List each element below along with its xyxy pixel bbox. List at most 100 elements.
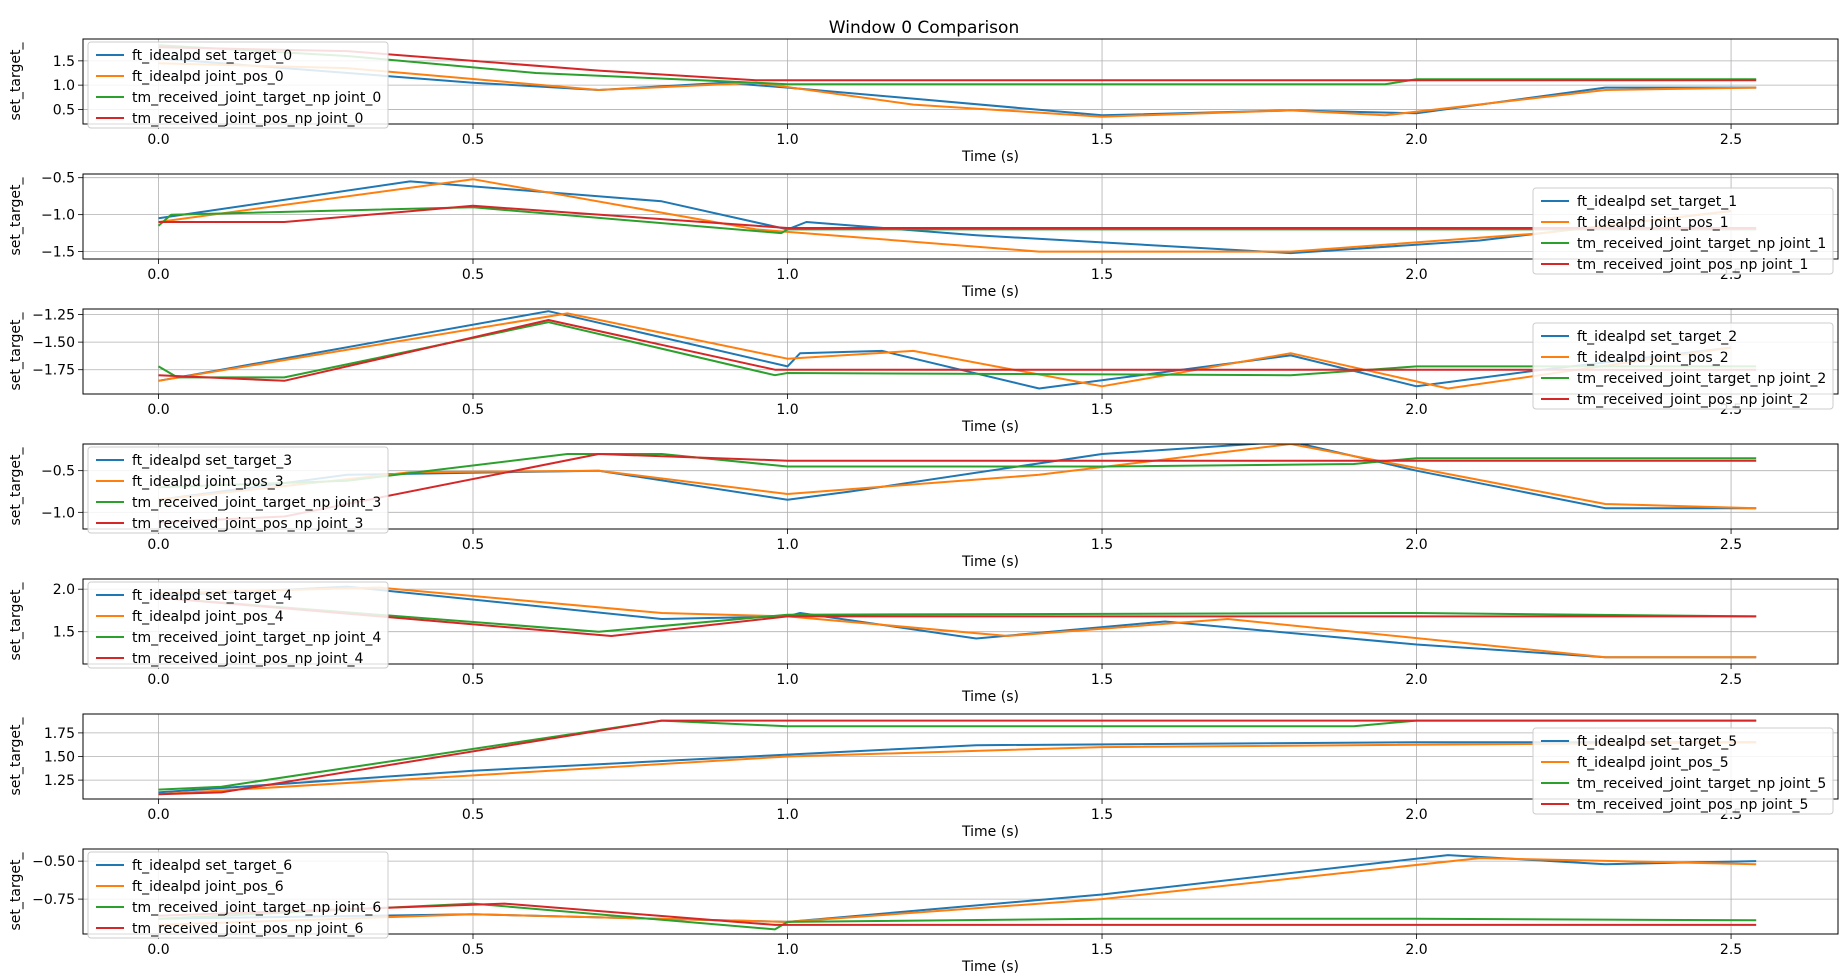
legend-box xyxy=(87,581,389,669)
series-line-1 xyxy=(158,857,1757,926)
x-tick-label: 2.0 xyxy=(1405,672,1427,688)
x-tick-label: 1.0 xyxy=(776,942,798,958)
y-tick-label: 1.25 xyxy=(44,773,75,789)
y-axis-label: set_target_ xyxy=(8,582,24,661)
x-tick-label: 0.5 xyxy=(462,537,484,553)
x-tick-label: 0.0 xyxy=(147,672,169,688)
y-tick-label: 1.5 xyxy=(53,625,75,641)
legend-box xyxy=(87,446,389,534)
x-tick-label: 2.0 xyxy=(1405,537,1427,553)
legend: ft_idealpd set_target_0 ft_idealpd joint_… xyxy=(87,41,389,129)
subplot-0: 0.0 0.5 1.0 1.5 2.0 2.5 0.5 1.0 1.5 Time (s) set_t… xyxy=(8,38,1839,165)
legend: ft_idealpd set_target_2 ft_idealpd joint_… xyxy=(1532,322,1834,410)
x-tick-label: 1.0 xyxy=(776,807,798,823)
x-tick-label: 2.0 xyxy=(1405,807,1427,823)
series-line-2 xyxy=(158,596,1757,633)
x-tick-label: 0.0 xyxy=(147,807,169,823)
legend-entry-3: tm_received_joint_pos_np joint_2 xyxy=(1577,392,1808,408)
y-axis-label: set_target_ xyxy=(8,447,24,526)
series-line-1 xyxy=(158,741,1757,796)
x-tick-label: 1.5 xyxy=(1091,537,1113,553)
y-axis-label: set_target_ xyxy=(8,717,24,796)
legend-entry-0: ft_idealpd set_target_2 xyxy=(1577,329,1737,345)
x-tick-label: 2.0 xyxy=(1405,942,1427,958)
legend-entry-2: tm_received_joint_target_np joint_1 xyxy=(1577,236,1826,252)
series-line-1 xyxy=(158,444,1757,510)
axes-frame xyxy=(82,308,1839,395)
legend-entry-0: ft_idealpd set_target_0 xyxy=(132,48,292,64)
x-tick-label: 0.5 xyxy=(462,267,484,283)
y-axis-label: set_target_ xyxy=(8,852,24,931)
series-line-1 xyxy=(158,178,1732,253)
x-axis-label: Time (s) xyxy=(961,824,1019,840)
figure-title: Window 0 Comparison xyxy=(829,18,1019,38)
axes-frame xyxy=(82,443,1839,530)
legend: ft_idealpd set_target_6 ft_idealpd joint_… xyxy=(87,851,389,939)
legend-box xyxy=(1532,727,1834,815)
y-tick-label: −0.5 xyxy=(41,464,75,480)
legend: ft_idealpd set_target_4 ft_idealpd joint_… xyxy=(87,581,389,669)
y-tick-label: 0.5 xyxy=(53,102,75,118)
x-tick-label: 1.5 xyxy=(1091,267,1113,283)
legend: ft_idealpd set_target_1 ft_idealpd joint_… xyxy=(1532,187,1834,275)
legend-entry-0: ft_idealpd set_target_5 xyxy=(1577,734,1737,750)
x-tick-label: 0.0 xyxy=(147,537,169,553)
series-line-0 xyxy=(158,854,1757,923)
legend-entry-3: tm_received_joint_pos_np joint_3 xyxy=(132,516,363,532)
x-tick-label: 0.5 xyxy=(462,132,484,148)
x-axis-label: Time (s) xyxy=(961,419,1019,435)
y-tick-label: −1.0 xyxy=(41,505,75,521)
x-tick-label: 2.0 xyxy=(1405,267,1427,283)
y-tick-label: 2.0 xyxy=(53,582,75,598)
y-tick-label: 1.5 xyxy=(53,54,75,70)
legend-box xyxy=(1532,187,1834,275)
axes-frame xyxy=(82,713,1839,800)
y-tick-label: −1.5 xyxy=(41,245,75,261)
y-tick-label: 1.50 xyxy=(44,750,75,766)
legend: ft_idealpd set_target_5 ft_idealpd joint_… xyxy=(1532,727,1834,815)
series-line-3 xyxy=(158,204,1757,229)
series-line-1 xyxy=(158,312,1732,390)
subplots: 0.0 0.5 1.0 1.5 2.0 2.5 0.5 1.0 1.5 Time (s) set_t… xyxy=(8,38,1839,975)
y-tick-label: −0.5 xyxy=(41,171,75,187)
legend-entry-1: ft_idealpd joint_pos_3 xyxy=(132,474,284,490)
series-line-2 xyxy=(158,902,1757,931)
x-tick-label: 1.0 xyxy=(776,672,798,688)
series-line-3 xyxy=(158,719,1757,796)
x-axis-label: Time (s) xyxy=(961,959,1019,975)
y-tick-label: −1.50 xyxy=(32,335,75,351)
x-tick-label: 0.0 xyxy=(147,942,169,958)
subplot-4: 0.0 0.5 1.0 1.5 2.0 2.5 1.5 2.0 Time (s) set_targ… xyxy=(8,578,1839,705)
y-tick-label: −1.0 xyxy=(41,208,75,224)
x-tick-label: 2.5 xyxy=(1720,672,1742,688)
legend-entry-1: ft_idealpd joint_pos_2 xyxy=(1577,350,1729,366)
x-tick-label: 0.5 xyxy=(462,942,484,958)
legend-entry-0: ft_idealpd set_target_6 xyxy=(132,858,292,874)
axes-frame xyxy=(82,38,1839,125)
x-axis-label: Time (s) xyxy=(961,284,1019,300)
axes-frame xyxy=(82,173,1839,260)
y-axis-label: set_target_ xyxy=(8,177,24,256)
series-line-3 xyxy=(158,46,1757,82)
x-tick-label: 1.5 xyxy=(1091,672,1113,688)
legend-entry-3: tm_received_joint_pos_np joint_0 xyxy=(132,111,363,127)
legend-entry-3: tm_received_joint_pos_np joint_4 xyxy=(132,651,364,667)
series-line-0 xyxy=(158,585,1757,659)
legend-entry-0: ft_idealpd set_target_3 xyxy=(132,453,292,469)
x-axis-label: Time (s) xyxy=(961,149,1019,165)
series-line-3 xyxy=(158,902,1757,926)
legend-entry-1: ft_idealpd joint_pos_6 xyxy=(132,879,284,895)
y-axis-label: set_target_ xyxy=(8,312,24,391)
legend-entry-1: ft_idealpd joint_pos_4 xyxy=(132,609,284,625)
legend-entry-2: tm_received_joint_target_np joint_4 xyxy=(132,630,381,646)
legend-box xyxy=(87,851,389,939)
series-line-3 xyxy=(158,319,1757,382)
x-tick-label: 1.5 xyxy=(1091,402,1113,418)
series-line-0 xyxy=(158,310,1732,390)
legend-entry-3: tm_received_joint_pos_np joint_1 xyxy=(1577,257,1808,273)
legend-entry-3: tm_received_joint_pos_np joint_6 xyxy=(132,921,364,937)
subplot-6: 0.0 0.5 1.0 1.5 2.0 2.5 −0.50 −0.75 Time (s) set_… xyxy=(8,848,1839,975)
x-tick-label: 1.0 xyxy=(776,132,798,148)
